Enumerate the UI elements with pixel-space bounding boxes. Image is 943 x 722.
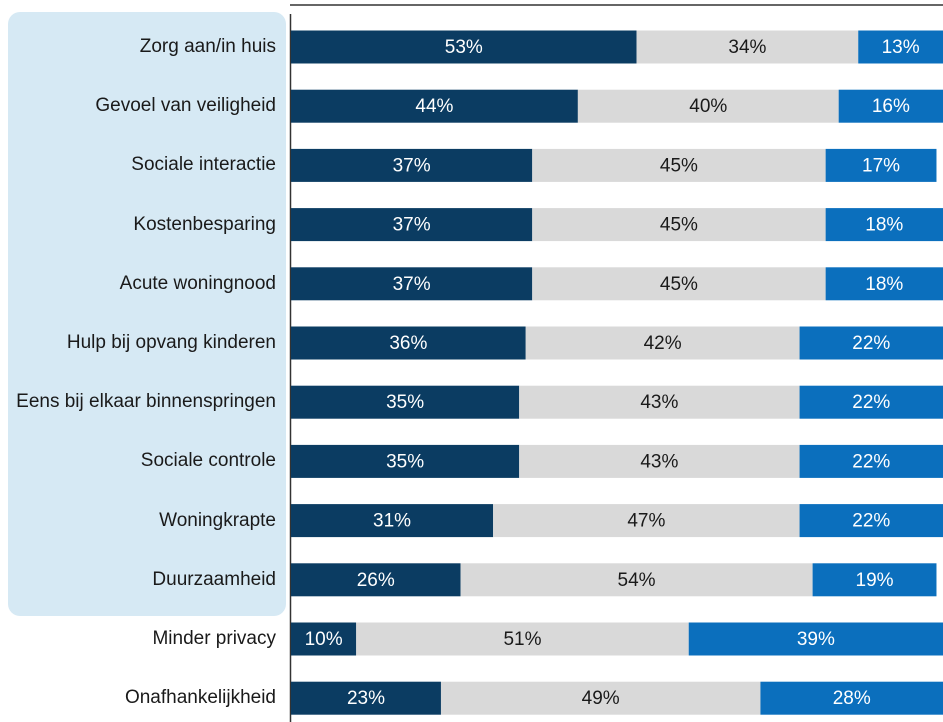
- bar-segment: [532, 267, 826, 301]
- value-label: 18%: [865, 215, 903, 236]
- value-label: 28%: [833, 688, 871, 709]
- value-label: 35%: [386, 451, 424, 472]
- bar-segment: [291, 89, 578, 123]
- bar-segment: [532, 148, 826, 182]
- bar-segment: [688, 622, 943, 656]
- bar-segment: [291, 622, 357, 656]
- bar-segment: [291, 30, 637, 64]
- category-label: Duurzaamheid: [152, 568, 276, 590]
- value-label: 13%: [882, 37, 920, 58]
- bar-segment: [460, 563, 813, 597]
- value-label: 37%: [393, 274, 431, 295]
- value-label: 37%: [393, 155, 431, 176]
- value-label: 34%: [728, 37, 766, 58]
- bar-segment: [291, 444, 520, 478]
- value-label: 18%: [865, 274, 903, 295]
- value-label: 19%: [856, 570, 894, 591]
- value-label: 31%: [373, 511, 411, 532]
- value-label: 39%: [797, 629, 835, 650]
- category-label: Eens bij elkaar binnenspringen: [16, 391, 276, 413]
- bar-segment: [356, 622, 689, 656]
- value-label: 26%: [357, 570, 395, 591]
- value-label: 51%: [503, 629, 541, 650]
- value-label: 43%: [640, 392, 678, 413]
- bar-segment: [291, 385, 520, 419]
- bar-segment: [291, 267, 533, 301]
- bar-segment: [838, 89, 943, 123]
- value-label: 40%: [689, 96, 727, 117]
- category-label: Minder privacy: [152, 628, 276, 649]
- bar-segment: [493, 504, 800, 538]
- value-label: 45%: [660, 215, 698, 236]
- value-label: 37%: [393, 215, 431, 236]
- category-label: Gevoel van veiligheid: [95, 95, 276, 117]
- value-label: 45%: [660, 274, 698, 295]
- bar-segment: [525, 326, 800, 360]
- bar-segment: [291, 504, 494, 538]
- bar-segment: [799, 504, 943, 538]
- bar-segment: [291, 563, 461, 597]
- value-label: 22%: [852, 333, 890, 354]
- bar-segment: [799, 326, 943, 360]
- bar-segment: [532, 208, 826, 242]
- bar-segment: [825, 267, 943, 301]
- bar-segment: [291, 326, 526, 360]
- bar-segment: [825, 208, 943, 242]
- bar-segment: [858, 30, 943, 64]
- value-label: 36%: [389, 333, 427, 354]
- value-label: 22%: [852, 511, 890, 532]
- bar-segment: [636, 30, 859, 64]
- bar-segment: [760, 681, 943, 715]
- value-label: 43%: [640, 451, 678, 472]
- bar-segment: [799, 385, 943, 419]
- label-panel: [8, 12, 286, 616]
- bar-segment: [291, 208, 533, 242]
- value-label: 47%: [627, 511, 665, 532]
- value-label: 44%: [415, 96, 453, 117]
- category-label: Woningkrapte: [159, 509, 276, 531]
- value-label: 22%: [852, 392, 890, 413]
- category-label: Hulp bij opvang kinderen: [66, 332, 276, 353]
- value-label: 54%: [618, 570, 656, 591]
- category-label: Kostenbesparing: [133, 213, 276, 235]
- value-label: 45%: [660, 155, 698, 176]
- bar-segment: [799, 444, 943, 478]
- value-label: 53%: [445, 37, 483, 58]
- value-label: 49%: [582, 688, 620, 709]
- category-label: Acute woningnood: [119, 272, 276, 294]
- category-label: Sociale controle: [140, 450, 276, 472]
- category-label: Zorg aan/in huis: [139, 36, 276, 57]
- bar-segment: [519, 444, 800, 478]
- value-label: 23%: [347, 688, 385, 709]
- bar-segment: [519, 385, 800, 419]
- value-label: 17%: [862, 155, 900, 176]
- value-label: 10%: [305, 629, 343, 650]
- value-label: 35%: [386, 392, 424, 413]
- bar-segment: [825, 148, 937, 182]
- value-label: 16%: [872, 96, 910, 117]
- value-label: 42%: [644, 333, 682, 354]
- bar-segment: [812, 563, 937, 597]
- bar-segment: [291, 148, 533, 182]
- value-label: 22%: [852, 451, 890, 472]
- category-label: Onafhankelijkheid: [124, 687, 276, 709]
- bar-segment: [577, 89, 839, 123]
- category-label: Sociale interactie: [131, 154, 276, 176]
- bar-segment: [291, 681, 441, 715]
- bar-segment: [440, 681, 761, 715]
